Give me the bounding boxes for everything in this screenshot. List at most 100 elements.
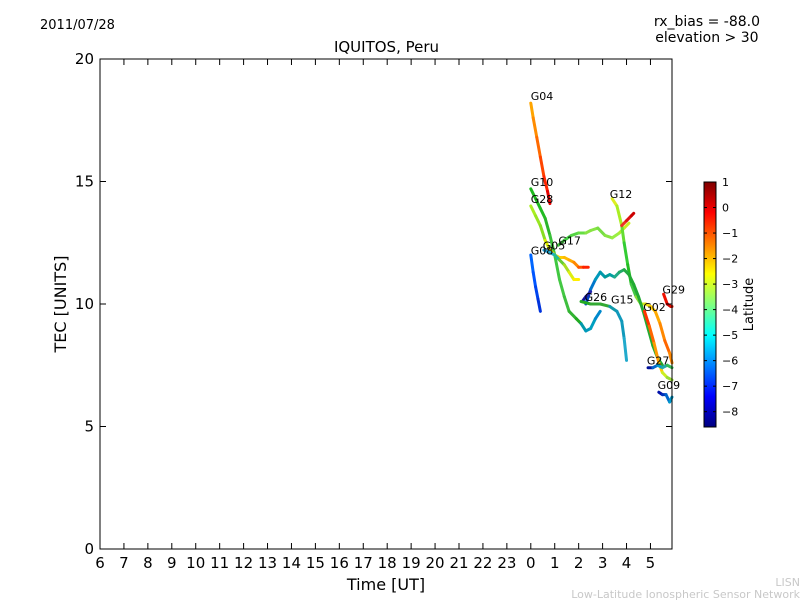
y-tick-label: 20 (75, 50, 94, 68)
satellite-label-g09: G09 (658, 379, 681, 392)
x-tick-label: 3 (598, 554, 608, 572)
series-segment (529, 187, 538, 201)
x-tick-label: 14 (282, 554, 301, 572)
series-segment (546, 189, 552, 206)
x-tick-label: 20 (426, 554, 445, 572)
x-tick-label: 5 (646, 554, 656, 572)
series-g09 (657, 390, 674, 404)
x-tick-label: 10 (186, 554, 205, 572)
satellite-label-g08: G08 (531, 244, 554, 257)
x-tick-label: 8 (143, 554, 153, 572)
colorbar-tick-label: −8 (722, 406, 738, 419)
series-segment (534, 285, 540, 301)
x-tick-label: 9 (167, 554, 177, 572)
y-tick-label: 10 (75, 295, 94, 313)
x-tick-label: 21 (449, 554, 468, 572)
x-axis-label: Time [UT] (346, 575, 425, 594)
series-segment (632, 282, 640, 299)
series-segment (615, 204, 624, 228)
series-segment (534, 197, 542, 210)
series-segment (663, 339, 672, 355)
series-segment (531, 270, 538, 289)
series-segment (538, 206, 547, 220)
credit-network: Low-Latitude Ionospheric Sensor Network (571, 588, 800, 601)
colorbar-tick-label: −6 (722, 355, 738, 368)
satellite-label-g15: G15 (611, 293, 634, 306)
colorbar-tick-label: −2 (722, 253, 738, 266)
series-segment (562, 295, 571, 313)
series-segment (596, 226, 607, 237)
series-segment (622, 221, 631, 230)
series-g15 (579, 300, 629, 362)
series-segment (529, 101, 535, 120)
satellite-label-g26: G26 (585, 291, 608, 304)
x-tick-label: 4 (622, 554, 632, 572)
satellite-label-g05: G05 (543, 240, 566, 253)
y-tick-label: 0 (84, 540, 94, 558)
series-segment (531, 116, 539, 139)
series-segment (658, 322, 667, 343)
x-tick-label: 7 (119, 554, 129, 572)
y-tick-label: 15 (75, 173, 94, 191)
series-segment (542, 175, 550, 193)
x-tick-label: 23 (497, 554, 516, 572)
x-tick-label: 2 (574, 554, 584, 572)
satellite-label-g02: G02 (643, 301, 666, 314)
series-segment (593, 309, 602, 321)
satellite-label-g29: G29 (662, 284, 685, 297)
colorbar-tick-label: −1 (722, 227, 738, 240)
x-tick-label: 11 (210, 554, 229, 572)
series-segment (589, 317, 597, 330)
series-segment (665, 363, 674, 370)
series-segment (529, 204, 538, 218)
credit-lisn: LISN (775, 576, 800, 589)
x-tick-label: 19 (402, 554, 421, 572)
series-segment (538, 155, 546, 179)
series-segment (543, 238, 552, 252)
y-axis-label: TEC [UNITS] (51, 256, 70, 354)
colorbar-tick-label: −3 (722, 278, 738, 291)
series-segment (653, 309, 662, 326)
date-label: 2011/07/28 (40, 18, 115, 33)
series-segment (615, 309, 624, 323)
series-g08 (529, 253, 542, 313)
series-segment (598, 302, 612, 308)
series-segment (534, 214, 542, 228)
colorbar (703, 181, 717, 428)
series-segment (620, 319, 626, 340)
series-segment (553, 253, 562, 281)
satellite-label-g10: G10 (531, 176, 554, 189)
satellite-label-g17: G17 (558, 235, 581, 248)
x-tick-label: 17 (354, 554, 373, 572)
chart-title: IQUITOS, Peru (333, 38, 440, 56)
series-segment (558, 278, 566, 299)
series-g27 (646, 363, 674, 370)
receiver-settings: rx_bias = -88.0 elevation > 30 (654, 14, 760, 46)
satellite-label-g27: G27 (647, 355, 670, 368)
satellite-label-g28: G28 (531, 193, 554, 206)
rx-bias-label: rx_bias = -88.0 (653, 14, 760, 30)
series-segment (579, 300, 593, 306)
series-segment (636, 295, 645, 313)
x-tick-label: 6 (95, 554, 105, 572)
series-segment (646, 327, 655, 348)
series-segment (538, 224, 547, 242)
series-segment (665, 376, 674, 382)
series-g12b (620, 211, 636, 228)
series-segment (622, 241, 630, 267)
colorbar-tick-label: −7 (722, 380, 738, 393)
elevation-label: elevation > 30 (655, 30, 759, 46)
x-tick-label: 22 (473, 554, 492, 572)
series-segment (627, 273, 636, 286)
series-g10 (529, 187, 602, 333)
series-segment (662, 292, 669, 306)
series-segment (652, 341, 661, 365)
colorbar-tick-label: −5 (722, 329, 738, 342)
satellite-label-g04: G04 (531, 90, 554, 103)
colorbar-tick-label: −4 (722, 304, 738, 317)
series-segment (584, 290, 593, 299)
series-segment (548, 233, 557, 257)
series-segment (535, 135, 542, 159)
series-segment (536, 297, 542, 313)
